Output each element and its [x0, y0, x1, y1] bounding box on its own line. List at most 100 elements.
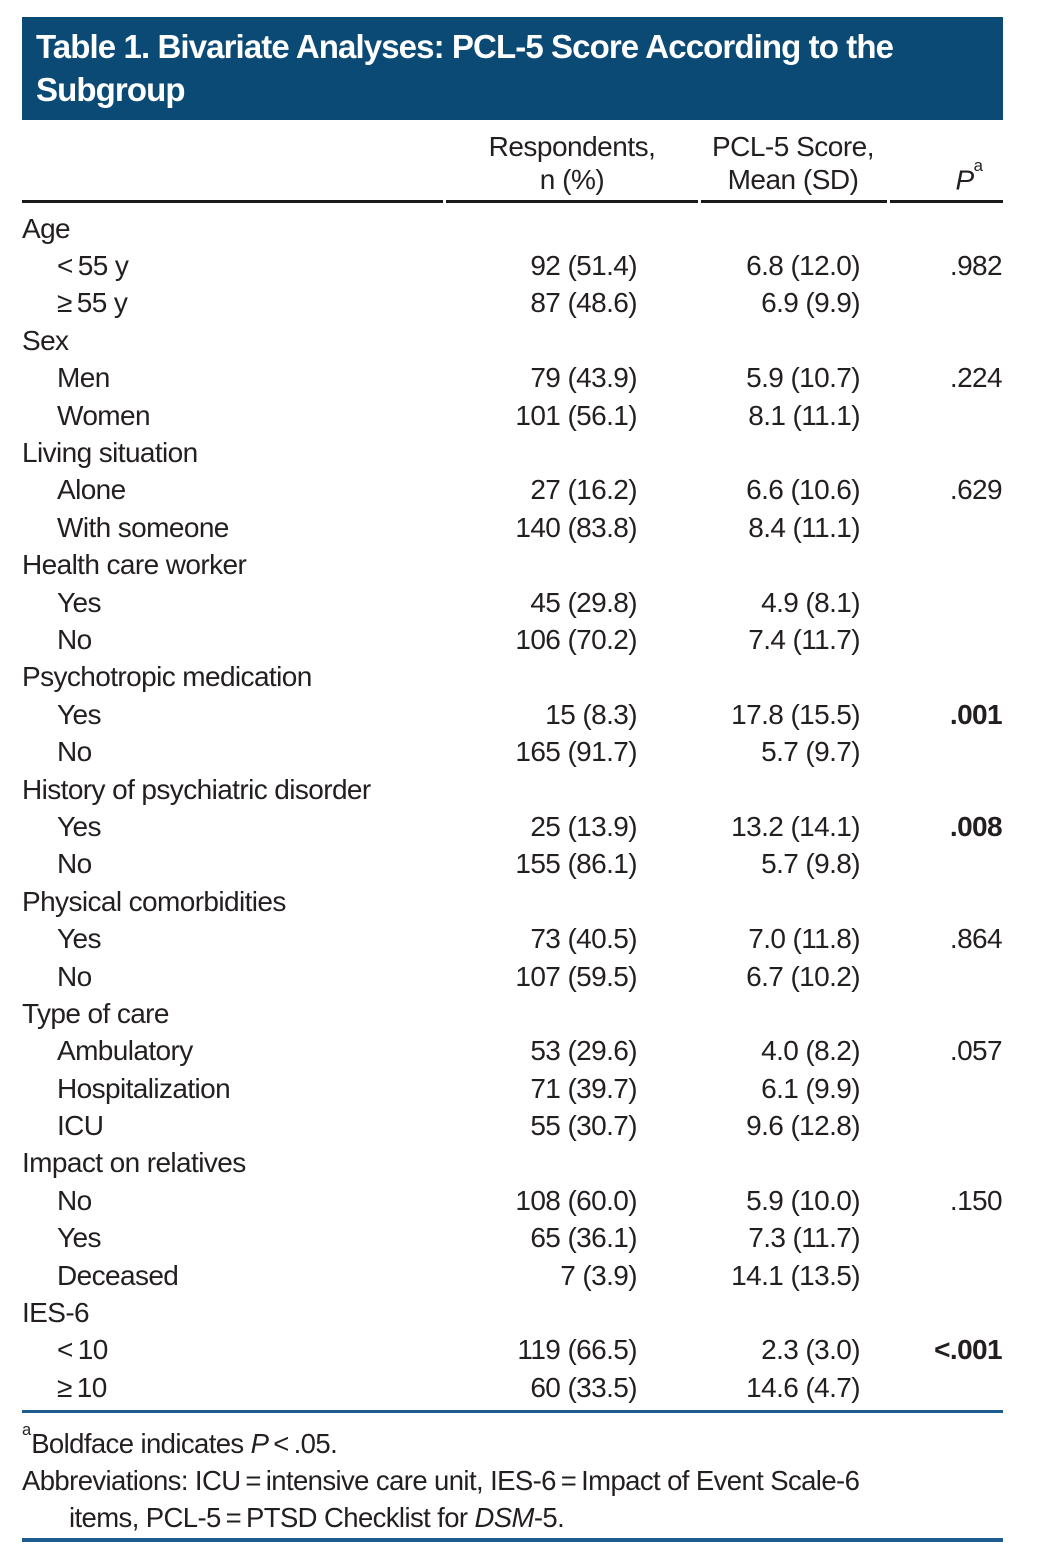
data-row: Ambulatory 53 (29.6) 4.0 (8.2) .057 [22, 1033, 1003, 1070]
footnote-abbreviations-line2: items, PCL-5 = PTSD Checklist for DSM-5. [69, 1501, 565, 1533]
row-label: No [57, 848, 92, 880]
footnote-abbreviations-line1: Abbreviations: ICU = intensive care unit… [22, 1464, 860, 1496]
pcl-score-cell: 5.7 (9.8) [761, 848, 860, 880]
respondents-cell: 87 (48.6) [530, 287, 637, 319]
row-label: Yes [57, 586, 101, 618]
row-label: No [57, 623, 92, 655]
pcl-score-cell: 14.6 (4.7) [746, 1371, 860, 1403]
p-header-label: P [955, 164, 974, 195]
column-header-respondents: Respondents, n (%) [445, 130, 699, 196]
respondents-cell: 73 (40.5) [530, 923, 637, 955]
pcl-score-cell: 5.9 (10.7) [746, 362, 860, 394]
data-row: Yes 45 (29.8) 4.9 (8.1) [22, 584, 1003, 621]
data-row: < 55 y 92 (51.4) 6.8 (12.0) .982 [22, 247, 1003, 284]
row-label: Men [57, 362, 110, 394]
table-content: Table 1. Bivariate Analyses: PCL-5 Score… [22, 17, 1003, 1542]
data-row: No 106 (70.2) 7.4 (11.7) [22, 621, 1003, 658]
respondents-cell: 15 (8.3) [545, 698, 637, 730]
group-label: Impact on relatives [22, 1147, 246, 1179]
group-label: Sex [22, 324, 69, 356]
data-row: Yes 15 (8.3) 17.8 (15.5) .001 [22, 696, 1003, 733]
data-row: ICU 55 (30.7) 9.6 (12.8) [22, 1107, 1003, 1144]
row-label: Yes [57, 810, 101, 842]
group-header-row: IES-6 [22, 1294, 1003, 1331]
row-label: ICU [57, 1110, 104, 1142]
data-row: Men 79 (43.9) 5.9 (10.7) .224 [22, 360, 1003, 397]
group-header-row: History of psychiatric disorder [22, 771, 1003, 808]
row-label: < 10 [57, 1334, 108, 1366]
pcl-score-cell: 4.9 (8.1) [761, 586, 860, 618]
row-label: No [57, 736, 92, 768]
group-label: Type of care [22, 997, 169, 1029]
group-header-row: Physical comorbidities [22, 883, 1003, 920]
pcl-header-line2: Mean (SD) [727, 164, 859, 195]
data-row: Hospitalization 71 (39.7) 6.1 (9.9) [22, 1070, 1003, 1107]
pcl-score-cell: 6.9 (9.9) [761, 287, 860, 319]
row-label: Deceased [57, 1259, 179, 1291]
p-value-cell: .150 [949, 1184, 1003, 1216]
respondents-cell: 119 (66.5) [517, 1334, 637, 1366]
data-row: Yes 25 (13.9) 13.2 (14.1) .008 [22, 808, 1003, 845]
pcl-score-cell: 7.0 (11.8) [748, 923, 860, 955]
p-value-cell: .057 [949, 1035, 1003, 1067]
group-label: History of psychiatric disorder [22, 773, 371, 805]
row-label: No [57, 1184, 92, 1216]
group-label: Health care worker [22, 549, 247, 581]
respondents-cell: 92 (51.4) [530, 250, 637, 282]
respondents-cell: 79 (43.9) [530, 362, 637, 394]
respondents-cell: 25 (13.9) [530, 810, 637, 842]
pcl-score-cell: 17.8 (15.5) [731, 698, 860, 730]
pcl-score-cell: 6.7 (10.2) [746, 960, 860, 992]
data-row: No 155 (86.1) 5.7 (9.8) [22, 846, 1003, 883]
pcl-score-cell: 6.8 (12.0) [746, 250, 860, 282]
row-label: Women [57, 399, 151, 431]
pcl-score-cell: 2.3 (3.0) [761, 1334, 860, 1366]
p-value-cell: .982 [949, 250, 1003, 282]
respondents-cell: 155 (86.1) [515, 848, 637, 880]
group-label: Psychotropic medication [22, 661, 312, 693]
data-row: Deceased 7 (3.9) 14.1 (13.5) [22, 1257, 1003, 1294]
row-label: No [57, 960, 92, 992]
data-row: ≥ 10 60 (33.5) 14.6 (4.7) [22, 1369, 1003, 1406]
group-header-row: Psychotropic medication [22, 659, 1003, 696]
group-label: Living situation [22, 437, 198, 469]
row-label: Hospitalization [57, 1072, 231, 1104]
p-value-cell: .001 [949, 698, 1003, 730]
column-header-row: Respondents, n (%) PCL-5 Score, Mean (SD… [22, 120, 1003, 200]
pcl-score-cell: 7.3 (11.7) [748, 1222, 860, 1254]
respondents-cell: 53 (29.6) [530, 1035, 637, 1067]
respondents-cell: 107 (59.5) [515, 960, 637, 992]
respondents-cell: 108 (60.0) [515, 1184, 637, 1216]
respondents-header-line1: Respondents, [488, 131, 656, 162]
p-value-cell: <.001 [934, 1334, 1002, 1366]
pcl-score-cell: 5.7 (9.7) [761, 736, 860, 768]
data-row: With someone 140 (83.8) 8.4 (11.1) [22, 509, 1003, 546]
pcl-score-cell: 8.1 (11.1) [748, 399, 860, 431]
respondents-cell: 55 (30.7) [530, 1110, 637, 1142]
data-row: Women 101 (56.1) 8.1 (11.1) [22, 397, 1003, 434]
group-header-row: Impact on relatives [22, 1145, 1003, 1182]
table-title-bar: Table 1. Bivariate Analyses: PCL-5 Score… [22, 17, 1003, 120]
pcl-header-line1: PCL-5 Score, [711, 131, 875, 162]
data-row: Yes 65 (36.1) 7.3 (11.7) [22, 1220, 1003, 1257]
row-label: Ambulatory [57, 1035, 193, 1067]
respondents-cell: 106 (70.2) [515, 623, 637, 655]
p-value-cell: .864 [949, 923, 1003, 955]
respondents-cell: 7 (3.9) [560, 1259, 637, 1291]
p-value-cell: .224 [949, 362, 1003, 394]
figure-bottom-rule [22, 1537, 1003, 1542]
pcl-score-cell: 5.9 (10.0) [746, 1184, 860, 1216]
pcl-score-cell: 4.0 (8.2) [761, 1035, 860, 1067]
respondents-cell: 45 (29.8) [530, 586, 637, 618]
p-value-cell: .629 [949, 474, 1003, 506]
column-header-pcl5: PCL-5 Score, Mean (SD) [699, 130, 887, 196]
row-label: Alone [57, 474, 126, 506]
row-label: Yes [57, 698, 101, 730]
data-row: No 107 (59.5) 6.7 (10.2) [22, 958, 1003, 995]
row-label: ≥ 10 [57, 1371, 107, 1403]
data-row: No 165 (91.7) 5.7 (9.7) [22, 733, 1003, 770]
p-value-cell: .008 [949, 810, 1003, 842]
row-label: < 55 y [57, 250, 129, 282]
respondents-cell: 71 (39.7) [530, 1072, 637, 1104]
data-row: Yes 73 (40.5) 7.0 (11.8) .864 [22, 920, 1003, 957]
